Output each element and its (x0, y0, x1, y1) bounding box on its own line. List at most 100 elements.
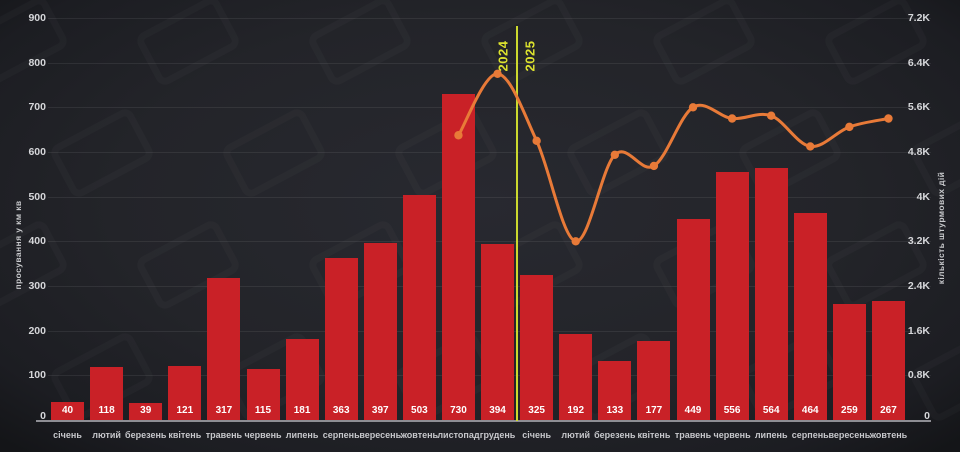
watermark (822, 218, 930, 312)
watermark (48, 106, 156, 200)
bar-value-label: 121 (176, 405, 194, 416)
month-label: квітень (168, 430, 202, 440)
month-label: грудень (479, 430, 516, 440)
year-2025-label: 2025 (522, 40, 538, 72)
month-label: жовтень (400, 430, 439, 440)
right-axis-tick: 4K (916, 190, 930, 203)
gridline (48, 152, 931, 153)
month-label: березень (125, 430, 167, 440)
bar (207, 278, 241, 420)
right-axis-tick: 6.4K (907, 56, 930, 69)
month-label: квітень (637, 430, 671, 440)
left-axis-tick: 800 (28, 56, 46, 69)
bar-value-label: 397 (371, 405, 389, 416)
line-marker (845, 122, 854, 132)
bar (676, 219, 710, 420)
watermark (650, 0, 758, 88)
month-label: лютий (92, 430, 121, 440)
year-2024-label: 2024 (495, 40, 511, 72)
right-axis-tick: 4.8K (907, 146, 930, 158)
month-label: вересень (828, 430, 871, 440)
year-divider-line (516, 26, 518, 421)
bar (441, 93, 475, 420)
right-axis-tick: 0 (924, 410, 930, 422)
line-marker (532, 136, 541, 146)
left-axis-tick: 900 (28, 12, 46, 24)
month-label: липень (754, 430, 788, 440)
month-label: вересень (359, 430, 402, 440)
bar-value-label: 115 (254, 405, 272, 416)
left-axis-tick: 700 (28, 101, 46, 114)
bar (51, 402, 85, 420)
gridline (48, 62, 931, 64)
bar (715, 171, 749, 420)
gridline (48, 107, 931, 109)
month-label: лютий (561, 430, 591, 440)
bar-value-label: 464 (801, 405, 819, 416)
month-label: травень (674, 430, 712, 440)
month-label: січень (522, 430, 551, 440)
left-axis-tick: 0 (40, 410, 46, 422)
left-axis-tick: 300 (28, 280, 46, 292)
line-marker (727, 114, 737, 123)
bar-value-label: 449 (684, 405, 702, 416)
bar-value-label: 40 (61, 405, 74, 416)
bar-value-label: 39 (140, 405, 152, 416)
month-label: червень (244, 430, 282, 440)
bar-value-label: 394 (489, 405, 506, 416)
right-axis-title: кількість штурмових дій (936, 171, 946, 285)
month-label: липень (285, 430, 319, 440)
line-marker (884, 114, 893, 123)
watermark (736, 106, 844, 200)
watermark (564, 106, 672, 200)
bar (871, 300, 905, 420)
right-axis-tick: 2.4K (907, 280, 930, 292)
bar-value-label: 267 (880, 405, 897, 416)
bar (90, 367, 124, 420)
right-axis-tick: 5.6K (907, 101, 930, 114)
right-axis-tick: 1.6K (907, 324, 930, 337)
left-axis-tick: 100 (28, 369, 46, 382)
month-label: березень (594, 430, 636, 440)
month-label: жовтень (869, 430, 908, 440)
bar (402, 195, 436, 420)
bar (637, 340, 671, 420)
bar (363, 242, 397, 420)
watermark (134, 0, 242, 88)
left-axis-tick: 400 (28, 235, 46, 248)
right-axis-tick: 3.2K (907, 235, 930, 248)
month-label: січень (53, 430, 82, 440)
line-marker (766, 111, 776, 120)
right-axis-tick: 7.2K (907, 12, 930, 24)
month-label: травень (205, 430, 243, 440)
left-axis-title: просування у км кв (13, 200, 23, 290)
bar-value-label: 177 (645, 405, 663, 416)
right-axis-tick: 0.8K (907, 369, 930, 382)
bar (246, 368, 280, 420)
watermark (306, 218, 414, 312)
gridline (48, 196, 931, 198)
bar (481, 244, 515, 420)
bar-value-label: 325 (528, 405, 545, 416)
bar-value-label: 503 (411, 405, 428, 416)
x-axis-line (36, 420, 931, 422)
bar-value-label: 181 (293, 405, 311, 416)
bar (520, 274, 554, 420)
month-label: серпень (791, 430, 829, 440)
gridline (48, 18, 931, 19)
bar-value-label: 118 (98, 405, 115, 416)
bar (559, 334, 593, 420)
bar (793, 212, 827, 420)
left-axis-tick: 500 (28, 190, 46, 203)
watermark (220, 106, 328, 200)
bar-value-label: 564 (762, 405, 780, 416)
watermark (306, 0, 414, 88)
bar-value-label: 363 (332, 405, 350, 416)
bar-value-label: 730 (450, 405, 467, 416)
bar (129, 402, 163, 420)
bar-value-label: 556 (723, 405, 741, 416)
bar (285, 339, 319, 420)
bar (754, 168, 788, 420)
bar-value-label: 317 (215, 405, 233, 416)
